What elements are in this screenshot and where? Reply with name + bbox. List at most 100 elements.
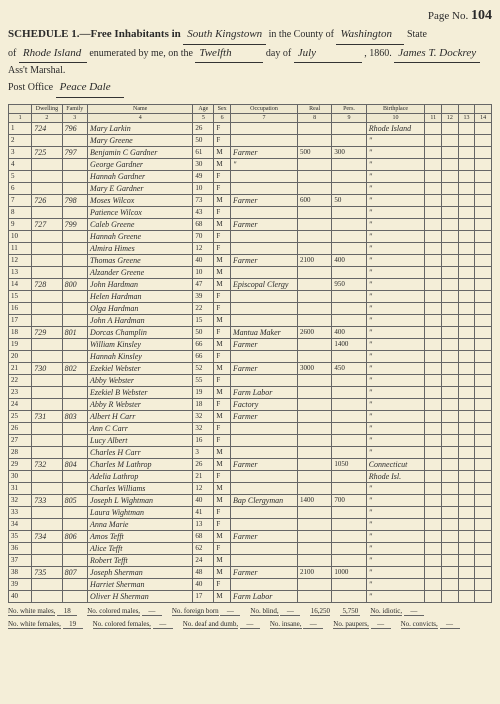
cell-n: 34 [9,518,32,530]
table-row: 28Charles H Carr3M" [9,446,492,458]
cell-birth: " [366,374,425,386]
cell-age: 17 [193,590,214,602]
cell-name: Hannah Greene [88,230,193,242]
cell-age: 50 [193,326,214,338]
cell-sex: F [214,398,231,410]
cell-pers: 400 [332,326,366,338]
cell-f [62,470,87,482]
table-row: 18729801Dorcas Champlin50FMantua Maker26… [9,326,492,338]
cell-occ [230,422,297,434]
cell-n: 31 [9,482,32,494]
cell-n: 2 [9,134,32,146]
cell-f [62,290,87,302]
cell-birth: " [366,482,425,494]
cell-d [32,578,62,590]
cell-real [298,482,332,494]
cell-pers [332,350,366,362]
cell-n: 10 [9,230,32,242]
cell-n: 3 [9,146,32,158]
cell-real [298,470,332,482]
cell-pers: 1050 [332,458,366,470]
cell-pers [332,386,366,398]
cell-sex: F [214,470,231,482]
cell-d: 734 [32,530,62,542]
cell-d [32,170,62,182]
cell-name: Laura Wightman [88,506,193,518]
day-label: day of [266,48,291,59]
cell-f [62,542,87,554]
cell-f [62,206,87,218]
cell-d [32,542,62,554]
cell-f: 802 [62,362,87,374]
cell-d [32,518,62,530]
cell-name: Harriet Sherman [88,578,193,590]
cell-d [32,554,62,566]
cell-name: George Gardner [88,158,193,170]
enum-label: enumerated by me, on the [89,48,193,59]
cell-age: 30 [193,158,214,170]
cell-n: 12 [9,254,32,266]
cell-real [298,374,332,386]
table-row: 25731803Albert H Carr32MFarmer" [9,410,492,422]
day-field: Twelfth [195,45,263,64]
page-number: 104 [471,8,492,23]
cell-f [62,134,87,146]
cell-f: 798 [62,194,87,206]
cell-occ: Farmer [230,530,297,542]
cell-birth: " [366,530,425,542]
cell-occ [230,518,297,530]
cell-d [32,590,62,602]
cell-real [298,398,332,410]
cell-sex: M [214,218,231,230]
cell-f [62,386,87,398]
cell-real [298,506,332,518]
cell-d: 732 [32,458,62,470]
cell-pers [332,398,366,410]
cell-birth: " [366,410,425,422]
cell-f: 807 [62,566,87,578]
cell-birth: " [366,506,425,518]
cell-pers [332,218,366,230]
table-row: 19William Kinsley66MFarmer1400" [9,338,492,350]
cell-birth: " [366,386,425,398]
cell-name: Dorcas Champlin [88,326,193,338]
cell-occ: Farmer [230,338,297,350]
cell-d [32,290,62,302]
cell-real: 2600 [298,326,332,338]
cell-birth: " [366,434,425,446]
cell-name: Charles H Carr [88,446,193,458]
cell-f [62,482,87,494]
cell-sex: F [214,350,231,362]
cell-d: 733 [32,494,62,506]
cell-birth: " [366,554,425,566]
cell-age: 12 [193,482,214,494]
cell-occ [230,206,297,218]
cell-real [298,206,332,218]
cell-f: 805 [62,494,87,506]
cell-name: Albert H Carr [88,410,193,422]
cell-sex: M [214,314,231,326]
marshal-label: Ass't Marshal. [8,65,65,76]
cell-birth: " [366,194,425,206]
cell-pers [332,374,366,386]
cell-occ [230,242,297,254]
cell-birth: " [366,590,425,602]
month-field: July [294,45,362,64]
cell-name: Ezekiel Webster [88,362,193,374]
col-name: Name [88,104,193,113]
cell-pers [332,530,366,542]
cell-sex: M [214,446,231,458]
cell-birth: " [366,170,425,182]
table-row: 10Hannah Greene70F" [9,230,492,242]
cell-sex: F [214,134,231,146]
cell-n: 30 [9,470,32,482]
cell-sex: F [214,326,231,338]
cell-real [298,314,332,326]
cell-pers [332,290,366,302]
cell-n: 26 [9,422,32,434]
cell-age: 15 [193,314,214,326]
cell-name: Oliver H Sherman [88,590,193,602]
table-row: 7726798Moses Wilcox73MFarmer60050" [9,194,492,206]
col-13 [458,104,475,113]
cell-age: 39 [193,290,214,302]
